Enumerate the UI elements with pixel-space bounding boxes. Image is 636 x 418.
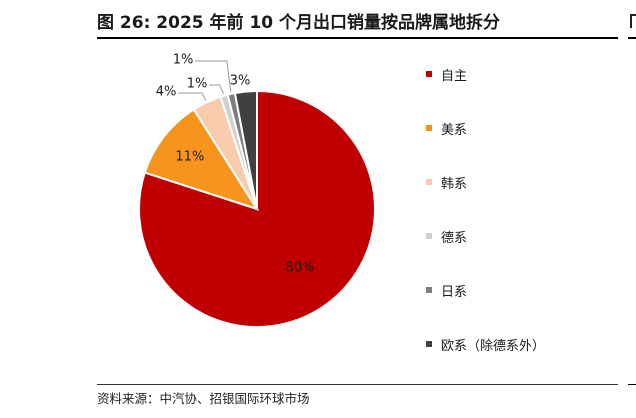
data-label: 1%	[173, 53, 194, 68]
legend-swatch	[426, 71, 432, 77]
pie-slice	[233, 89, 258, 210]
legend-label: 韩系	[441, 176, 468, 192]
legend-label: 日系	[441, 284, 468, 300]
pie-slices	[138, 89, 376, 328]
adjacent-figure-fragment	[630, 14, 636, 28]
legend-label: 美系	[441, 122, 468, 138]
pie-slice	[138, 89, 376, 328]
source-rule	[97, 384, 618, 385]
legend-label: 德系	[441, 230, 468, 246]
data-label: 1%	[187, 77, 208, 92]
legend-swatch	[426, 179, 432, 185]
leader-line	[209, 84, 224, 94]
source-note: 资料来源：中汽协、招银国际环球市场	[97, 391, 310, 406]
leader-line	[178, 92, 207, 101]
legend-swatch	[426, 233, 432, 239]
legend-item: 欧系（除德系外）	[426, 334, 545, 354]
data-label: 4%	[156, 85, 177, 100]
legend-swatch	[426, 125, 432, 131]
legend-item: 自主	[426, 64, 467, 84]
chart-legend: 自主美系韩系德系日系欧系（除德系外）	[426, 64, 616, 364]
data-label: 3%	[230, 74, 251, 89]
legend-swatch	[426, 287, 432, 293]
legend-label: 欧系（除德系外）	[441, 338, 546, 354]
leader-line	[195, 60, 232, 92]
data-labels: 80% 11% 4% 1% 1% 3%	[156, 53, 315, 276]
title-rule	[97, 37, 618, 39]
legend-item: 德系	[426, 226, 467, 246]
legend-item: 美系	[426, 118, 467, 138]
data-label: 11%	[175, 149, 204, 164]
figure-title: 图 26: 2025 年前 10 个月出口销量按品牌属地拆分	[97, 13, 501, 33]
legend-label: 自主	[441, 68, 468, 84]
legend-item: 韩系	[426, 172, 467, 192]
adjacent-source-rule	[628, 384, 636, 385]
adjacent-figure-rule	[628, 37, 636, 39]
leader-lines	[178, 60, 232, 101]
data-label: 80%	[286, 261, 315, 276]
pie-slice	[143, 107, 260, 211]
legend-item: 日系	[426, 280, 467, 300]
legend-swatch	[426, 341, 432, 347]
